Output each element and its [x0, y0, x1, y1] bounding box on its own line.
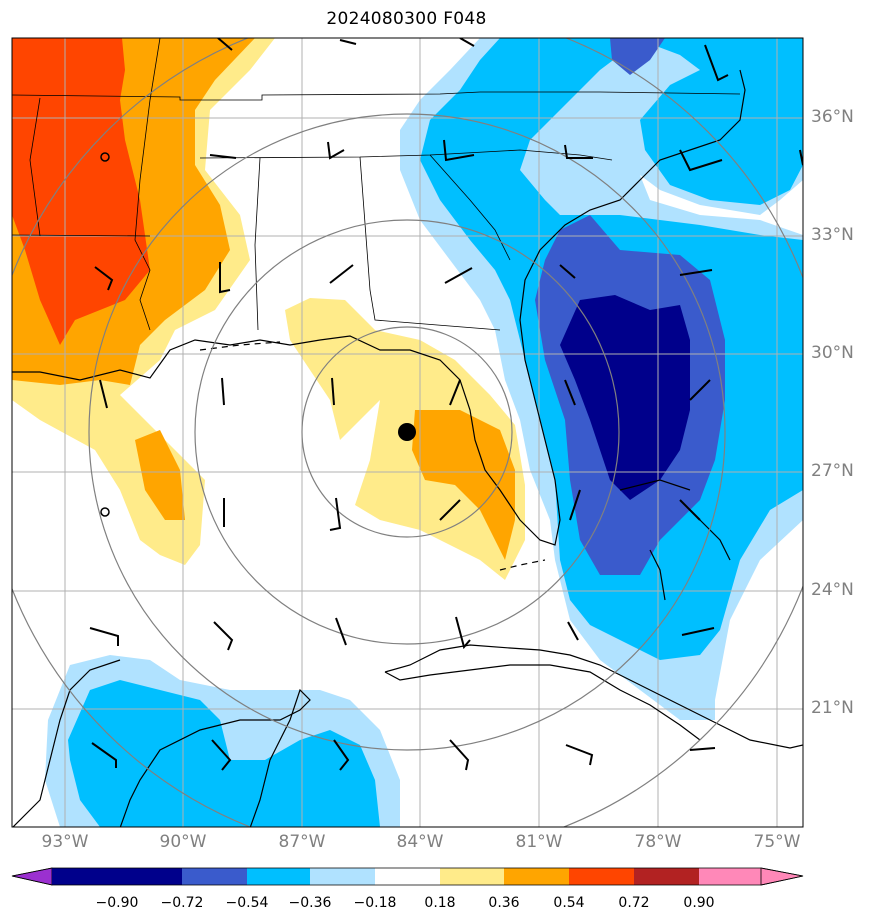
colorbar-tick-label: −0.36 [288, 895, 332, 911]
lat-label-30n: 30°N [811, 343, 854, 363]
colorbar-tick-label: 0.18 [424, 895, 456, 911]
colorbar-bin-4 [310, 868, 375, 885]
lat-label-33n: 33°N [811, 225, 854, 245]
contour-positive-west-core [12, 38, 150, 345]
map-area [12, 38, 803, 827]
lon-label-90w: 90°W [159, 832, 207, 852]
wind-barbs [89, 38, 803, 771]
colorbar [11, 867, 804, 886]
colorbar-tick-label: −0.90 [95, 895, 139, 911]
colorbar-bin-7 [504, 868, 569, 885]
lon-label-81w: 81°W [515, 832, 563, 852]
map-title: 2024080300 F048 [326, 9, 487, 29]
coastlines [12, 38, 803, 827]
colorbar-bin-3 [247, 868, 310, 885]
colorbar-tick-label: 0.36 [488, 895, 520, 911]
station-marker [100, 507, 110, 517]
colorbar-bin-9 [634, 868, 699, 885]
colorbar-bin-6 [440, 868, 504, 885]
colorbar-bin-10 [699, 868, 761, 885]
range-rings [12, 38, 803, 827]
lon-label-75w: 75°W [753, 832, 801, 852]
colorbar-tick-label: 0.72 [618, 895, 650, 911]
colorbar-under-arrow [11, 867, 53, 886]
colorbar-bin-5 [375, 868, 440, 885]
station-marker [100, 152, 110, 162]
colorbar-tick-label: −0.18 [353, 895, 397, 911]
colorbar-bin-0 [52, 868, 117, 885]
colorbar-tick-label: −0.72 [160, 895, 204, 911]
colorbar-bin-2 [182, 868, 247, 885]
colorbar-tick-label: 0.54 [553, 895, 585, 911]
storm-center-marker [398, 423, 416, 441]
lat-label-36n: 36°N [811, 107, 854, 127]
lon-label-78w: 78°W [634, 832, 682, 852]
lat-label-24n: 24°N [811, 580, 854, 600]
lon-label-93w: 93°W [41, 832, 89, 852]
lon-label-87w: 87°W [278, 832, 326, 852]
lat-label-27n: 27°N [811, 461, 854, 481]
lon-label-84w: 84°W [396, 832, 444, 852]
colorbar-bin-1 [117, 868, 182, 885]
contour-positive-west-sub [135, 430, 185, 520]
map-frame [11, 37, 804, 828]
colorbar-tick-label: 0.90 [683, 895, 715, 911]
lat-label-21n: 21°N [811, 698, 854, 718]
colorbar-over-arrow [760, 867, 804, 886]
colorbar-bin-8 [569, 868, 634, 885]
contour-positive-florida-core [412, 410, 515, 560]
colorbar-tick-label: −0.54 [225, 895, 269, 911]
colorbar-outline [11, 867, 804, 886]
